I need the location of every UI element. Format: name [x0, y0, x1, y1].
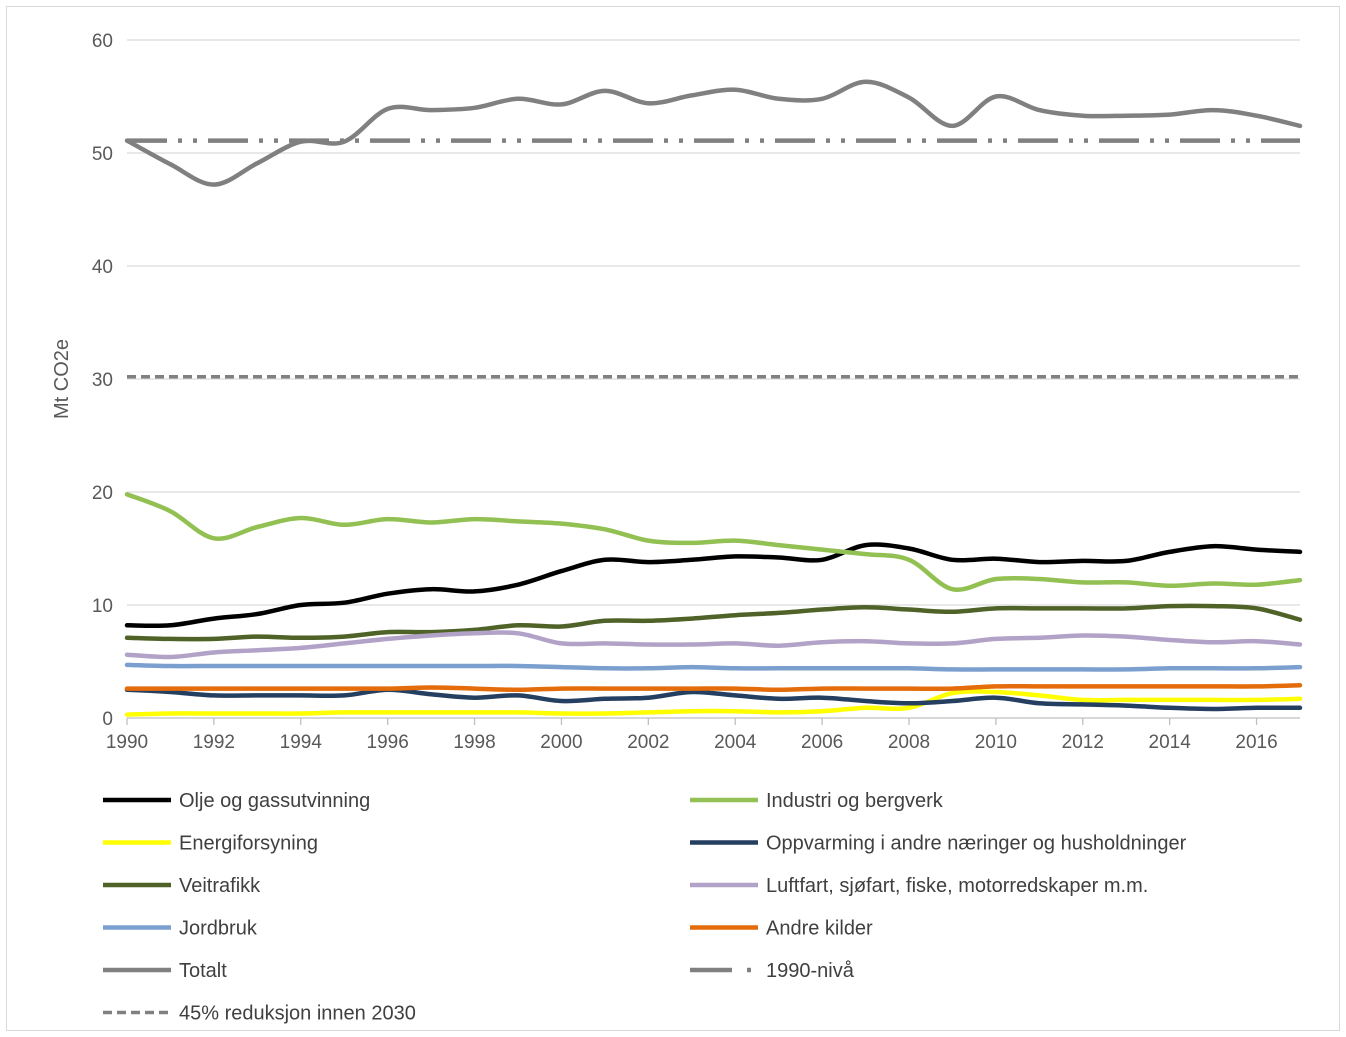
legend-label: Oppvarming i andre næringer og husholdni…: [766, 833, 1187, 855]
legend-label: Luftfart, sjøfart, fiske, motorredskaper…: [766, 875, 1148, 897]
x-axis-ticks: 1990 1992 1994 1996 1998 2000 2002 2004 2006 2008…: [106, 718, 1278, 753]
legend-label: Jordbruk: [179, 918, 258, 940]
series-line-andre-kilder: [124, 682, 1303, 693]
x-tick-label: 2016: [1235, 732, 1277, 753]
legend-label: 1990-nivå: [766, 960, 855, 982]
x-tick-label: 2000: [540, 732, 582, 753]
series-line-totalt: [124, 79, 1303, 187]
series-line-oppvarming-i-andre-n-ringer-og-husholdninger: [124, 687, 1303, 712]
legend-label: Industri og bergverk: [766, 790, 944, 812]
y-tick-label: 60: [92, 31, 113, 52]
legend: Olje og gassutvinning Industri og bergver…: [103, 790, 1187, 1025]
y-tick-label: 30: [92, 370, 113, 391]
x-tick-label: 2012: [1062, 732, 1104, 753]
y-tick-label: 50: [92, 144, 113, 165]
gridlines: [127, 39, 1300, 606]
series-lines: [124, 79, 1303, 717]
x-tick-label: 2004: [714, 732, 757, 753]
legend-item-olje-og-gassutvinning: Olje og gassutvinning: [103, 790, 370, 812]
x-tick-label: 2014: [1149, 732, 1192, 753]
y-tick-label: 10: [92, 596, 113, 617]
legend-label: Andre kilder: [766, 918, 873, 940]
x-tick-label: 2006: [801, 732, 843, 753]
x-tick-label: 2002: [627, 732, 669, 753]
series-line-veitrafikk: [124, 603, 1303, 642]
legend-item-veitrafikk: Veitrafikk: [103, 875, 261, 897]
legend-item-jordbruk: Jordbruk: [103, 918, 258, 940]
legend-item-industri-og-bergverk: Industri og bergverk: [690, 790, 944, 812]
legend-item-andre-kilder: Andre kilder: [690, 918, 873, 940]
legend-item-energiforsyning: Energiforsyning: [103, 833, 318, 855]
x-tick-label: 1990: [106, 732, 148, 753]
x-tick-label: 2008: [888, 732, 930, 753]
series-line-luftfart-sj-fart-fiske-motorredskaper-m-m: [124, 630, 1303, 660]
legend-item-oppvarming-i-andre-n-ringer-og-husholdninger: Oppvarming i andre næringer og husholdni…: [690, 833, 1187, 855]
x-tick-label: 1998: [453, 732, 495, 753]
y-tick-label: 20: [92, 483, 113, 504]
y-tick-label: 0: [102, 709, 113, 730]
y-axis-title: Mt CO2e: [51, 339, 73, 419]
series-line-olje-og-gassutvinning: [124, 542, 1303, 629]
y-axis-ticks: 0 10 20 30 40 50 60: [92, 31, 113, 730]
x-tick-label: 2010: [975, 732, 1017, 753]
legend-item-45-reduksjon-innen-2030: 45% reduksjon innen 2030: [103, 1003, 416, 1025]
y-tick-label: 40: [92, 257, 113, 278]
legend-item-totalt: Totalt: [103, 960, 227, 982]
series-line-jordbruk: [124, 662, 1303, 672]
legend-item-luftfart-sj-fart-fiske-motorredskaper-m-m: Luftfart, sjøfart, fiske, motorredskaper…: [690, 875, 1148, 897]
legend-label: Olje og gassutvinning: [179, 790, 370, 812]
x-tick-label: 1994: [280, 732, 323, 753]
x-tick-label: 1992: [193, 732, 235, 753]
legend-label: 45% reduksjon innen 2030: [179, 1003, 416, 1025]
legend-label: Veitrafikk: [179, 875, 261, 897]
legend-label: Totalt: [179, 960, 227, 982]
x-tick-label: 1996: [367, 732, 409, 753]
chart-frame: [6, 6, 1340, 1031]
legend-item-1990-niva: 1990-nivå: [690, 960, 855, 982]
legend-label: Energiforsyning: [179, 833, 318, 855]
series-line-industri-og-bergverk: [124, 492, 1303, 592]
series-line-energiforsyning: [124, 689, 1303, 717]
